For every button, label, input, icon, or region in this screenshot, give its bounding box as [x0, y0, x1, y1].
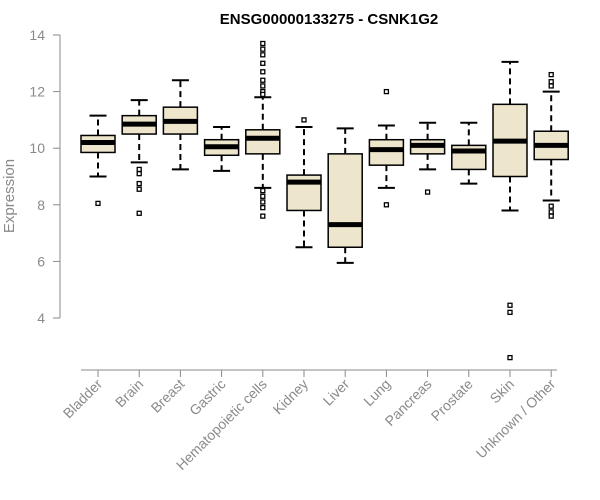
- outlier-point: [548, 203, 554, 209]
- y-tick-label: 8: [37, 197, 45, 213]
- outlier-point: [507, 302, 513, 308]
- box-10: [492, 60, 528, 361]
- box-9: [451, 121, 487, 185]
- y-tick-label: 6: [37, 253, 45, 269]
- x-tick-label: Kidney: [270, 376, 312, 418]
- outlier-point: [260, 187, 266, 194]
- boxes: [80, 40, 569, 361]
- outlier-point: [260, 77, 266, 83]
- outlier-point: [136, 180, 142, 187]
- y-ticks: 4 6 8 10 12 14: [29, 27, 60, 326]
- outlier-point: [95, 200, 101, 207]
- box-5: [286, 117, 322, 249]
- outlier-point: [507, 354, 513, 361]
- outlier-point: [260, 83, 266, 89]
- outlier-point: [548, 213, 554, 219]
- y-tick-label: 14: [29, 27, 45, 43]
- outlier-point: [548, 83, 554, 89]
- box-1: [121, 99, 157, 216]
- outlier-point: [136, 166, 142, 173]
- box-rect: [327, 153, 363, 248]
- outlier-point: [548, 79, 554, 85]
- outlier-point: [548, 209, 554, 215]
- box-rect: [368, 138, 405, 166]
- x-tick-label: Brain: [112, 376, 146, 410]
- box-4: [245, 40, 281, 219]
- box-rect: [245, 129, 281, 155]
- outlier-point: [136, 186, 142, 192]
- x-tick-label: Breast: [148, 376, 188, 416]
- outlier-point: [260, 46, 266, 52]
- outlier-point: [424, 189, 431, 195]
- outlier-point: [383, 88, 390, 95]
- outlier-point: [260, 213, 266, 219]
- outlier-point: [260, 199, 266, 205]
- chart-title: ENSG00000133275 - CSNK1G2: [220, 11, 438, 28]
- y-tick-label: 10: [29, 140, 45, 156]
- box-2: [162, 79, 199, 171]
- outlier-point: [136, 210, 142, 216]
- box-7: [368, 88, 405, 208]
- x-tick-label: Liver: [320, 376, 353, 409]
- box-0: [80, 114, 116, 207]
- outlier-point: [260, 60, 266, 66]
- x-tick-label: Bladder: [60, 376, 106, 422]
- box-8: [409, 121, 446, 195]
- x-tick-label: Skin: [487, 376, 518, 407]
- y-tick-label: 4: [37, 310, 45, 326]
- box-11: [533, 71, 569, 219]
- y-axis-label: Expression: [1, 159, 18, 233]
- x-tick-label: Lung: [360, 376, 393, 409]
- box-3: [203, 125, 240, 172]
- outlier-point: [260, 193, 266, 199]
- box-6: [327, 127, 363, 264]
- outlier-point: [301, 117, 307, 123]
- outlier-point: [260, 69, 266, 75]
- outlier-point: [260, 204, 266, 211]
- outlier-point: [260, 40, 266, 47]
- outlier-point: [136, 171, 142, 177]
- outlier-point: [260, 52, 266, 58]
- outlier-point: [383, 202, 390, 208]
- outlier-point: [507, 309, 513, 315]
- y-tick-label: 12: [29, 84, 45, 100]
- x-tick-label: Prostate: [428, 376, 476, 424]
- outlier-point: [260, 91, 266, 98]
- outlier-point: [548, 71, 554, 78]
